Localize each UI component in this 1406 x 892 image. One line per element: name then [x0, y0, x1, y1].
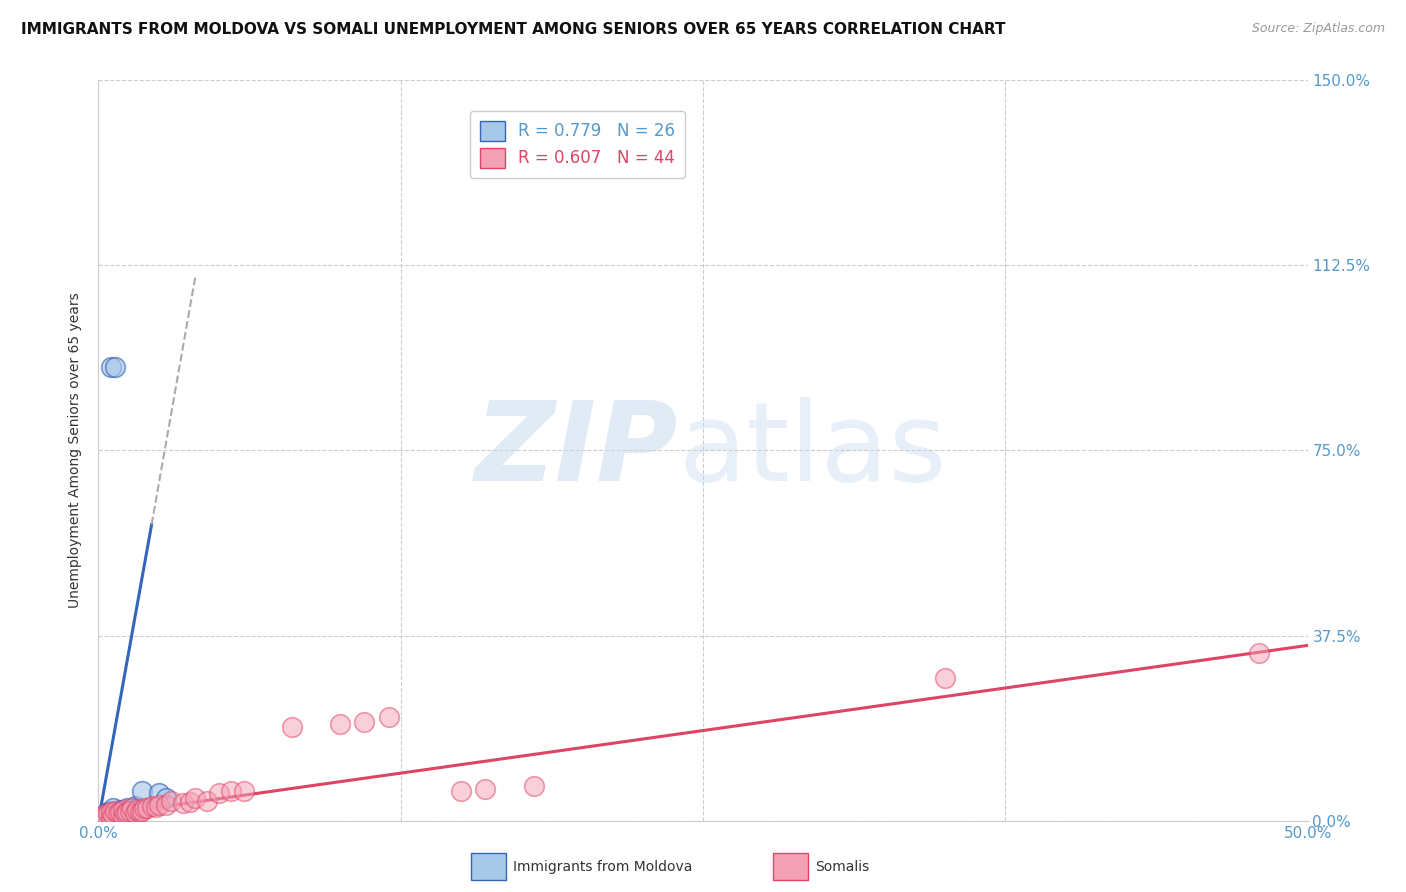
- Point: [127, 803, 149, 817]
- Point: [221, 784, 243, 798]
- Point: [101, 807, 124, 822]
- Text: atlas: atlas: [679, 397, 948, 504]
- Point: [124, 806, 146, 821]
- Point: [128, 805, 150, 819]
- Point: [131, 784, 153, 798]
- Point: [94, 806, 117, 821]
- Point: [100, 359, 122, 374]
- Point: [101, 801, 124, 815]
- Point: [104, 359, 127, 374]
- Point: [101, 808, 124, 822]
- Point: [90, 811, 112, 825]
- Point: [121, 801, 143, 815]
- Text: ZIP: ZIP: [475, 397, 679, 504]
- Point: [124, 798, 146, 813]
- Point: [111, 806, 134, 821]
- Point: [94, 807, 117, 822]
- Point: [208, 787, 231, 801]
- Point: [121, 804, 143, 818]
- Point: [377, 710, 399, 724]
- Point: [111, 808, 134, 822]
- Point: [281, 720, 304, 734]
- Point: [934, 671, 956, 685]
- Point: [135, 801, 157, 815]
- Text: Immigrants from Moldova: Immigrants from Moldova: [513, 860, 693, 874]
- Point: [160, 794, 183, 808]
- Point: [91, 810, 114, 824]
- Y-axis label: Unemployment Among Seniors over 65 years: Unemployment Among Seniors over 65 years: [69, 293, 83, 608]
- Point: [131, 804, 153, 818]
- Point: [117, 805, 139, 819]
- Point: [100, 804, 122, 818]
- Point: [97, 805, 120, 819]
- Point: [148, 787, 170, 801]
- Legend: R = 0.779   N = 26, R = 0.607   N = 44: R = 0.779 N = 26, R = 0.607 N = 44: [470, 111, 685, 178]
- Point: [172, 797, 194, 811]
- Point: [91, 807, 114, 822]
- Point: [107, 806, 129, 821]
- Point: [145, 800, 167, 814]
- Point: [1249, 646, 1271, 660]
- Point: [94, 808, 117, 822]
- Point: [118, 804, 141, 818]
- Point: [179, 795, 201, 809]
- Point: [104, 804, 127, 818]
- Point: [155, 791, 177, 805]
- Point: [108, 803, 131, 817]
- Point: [97, 806, 120, 821]
- Point: [118, 806, 141, 821]
- Point: [97, 810, 120, 824]
- Text: IMMIGRANTS FROM MOLDOVA VS SOMALI UNEMPLOYMENT AMONG SENIORS OVER 65 YEARS CORRE: IMMIGRANTS FROM MOLDOVA VS SOMALI UNEMPL…: [21, 22, 1005, 37]
- Point: [107, 805, 129, 819]
- Point: [141, 798, 163, 813]
- Point: [155, 797, 177, 812]
- Point: [114, 806, 136, 821]
- Point: [114, 804, 136, 818]
- Point: [195, 794, 218, 808]
- Point: [523, 779, 546, 793]
- Text: Somalis: Somalis: [815, 860, 870, 874]
- Point: [353, 714, 375, 729]
- Point: [91, 810, 114, 824]
- Point: [100, 807, 122, 822]
- Point: [184, 791, 207, 805]
- Point: [329, 717, 352, 731]
- Point: [127, 801, 149, 815]
- Point: [148, 797, 170, 812]
- Point: [100, 805, 122, 819]
- Point: [111, 803, 134, 817]
- Point: [450, 784, 472, 798]
- Point: [232, 784, 254, 798]
- Point: [90, 811, 112, 825]
- Point: [108, 805, 131, 819]
- Point: [134, 801, 156, 815]
- Text: Source: ZipAtlas.com: Source: ZipAtlas.com: [1251, 22, 1385, 36]
- Point: [91, 808, 114, 822]
- Point: [117, 801, 139, 815]
- Point: [104, 806, 127, 821]
- Point: [100, 810, 122, 824]
- Point: [474, 781, 496, 796]
